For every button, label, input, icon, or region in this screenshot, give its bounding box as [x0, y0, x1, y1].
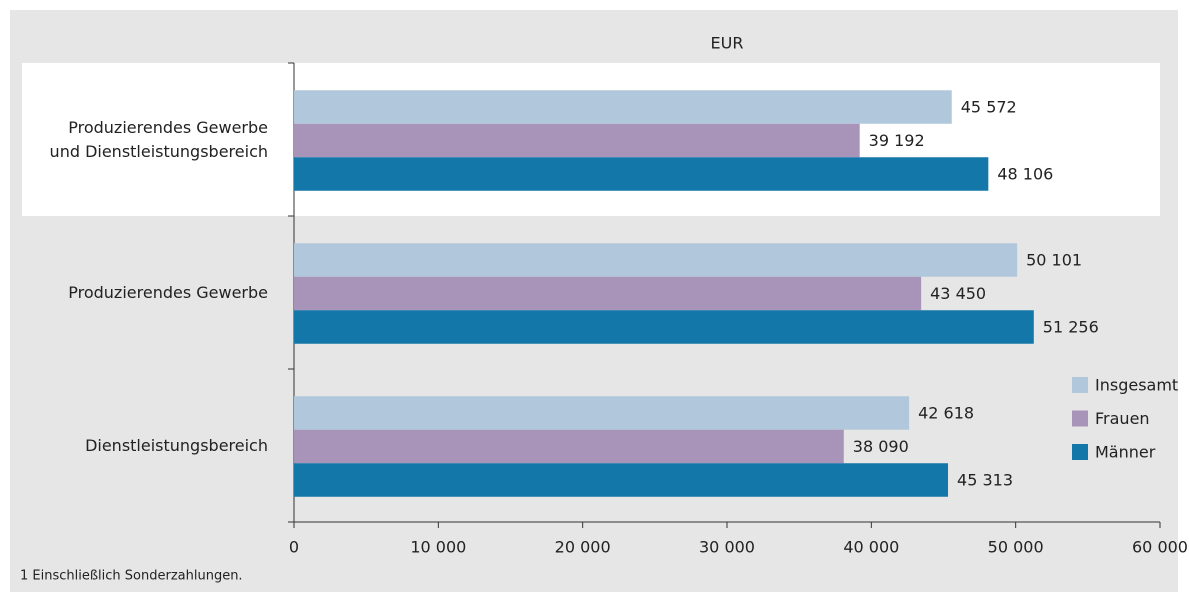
legend-swatch [1072, 444, 1088, 460]
legend-label: Männer [1095, 443, 1156, 462]
value-label: 48 106 [997, 165, 1053, 184]
bar [294, 396, 910, 430]
category-label: Produzierendes Gewerbe und Dienstleistun… [49, 117, 268, 161]
bar [294, 463, 949, 497]
bar [294, 310, 1034, 344]
value-label: 50 101 [1026, 251, 1082, 270]
bar [294, 123, 860, 158]
bar [294, 243, 1018, 277]
bar [294, 429, 844, 464]
value-label: 39 192 [869, 131, 925, 150]
x-tick-label: 20 000 [555, 538, 611, 557]
bar [294, 276, 922, 311]
value-label: 42 618 [918, 404, 974, 423]
x-tick-label: 40 000 [843, 538, 899, 557]
value-label: 38 090 [853, 437, 909, 456]
x-tick-label: 30 000 [699, 538, 755, 557]
category-label: Produzierendes Gewerbe [68, 282, 268, 302]
bar [294, 157, 989, 191]
value-label: 45 572 [961, 98, 1017, 117]
legend-swatch [1072, 377, 1088, 393]
bar [294, 90, 952, 124]
x-tick-label: 0 [289, 538, 299, 557]
value-label: 51 256 [1043, 318, 1099, 337]
legend-swatch [1072, 410, 1088, 427]
legend-label: Insgesamt [1095, 376, 1178, 395]
value-label: 45 313 [957, 471, 1013, 490]
legend-label: Frauen [1095, 409, 1150, 428]
x-tick-label: 50 000 [988, 538, 1044, 557]
x-axis-title: EUR [711, 34, 744, 53]
x-tick-label: 60 000 [1132, 538, 1188, 557]
x-tick-label: 10 000 [410, 538, 466, 557]
value-label: 43 450 [930, 284, 986, 303]
footnote: 1 Einschließlich Sonderzahlungen. [20, 569, 243, 584]
category-label: Dienstleistungsbereich [85, 435, 268, 455]
